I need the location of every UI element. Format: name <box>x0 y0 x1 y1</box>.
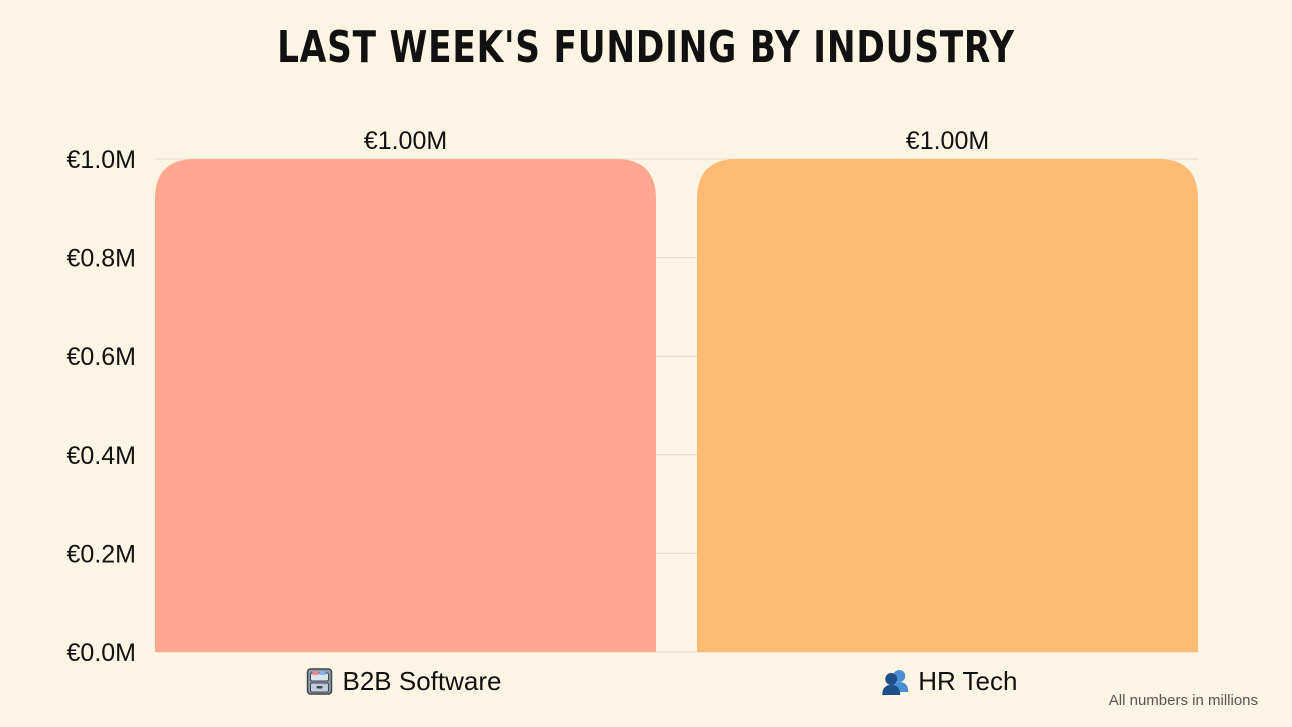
bar-b2b-software <box>155 159 656 652</box>
data-label: €1.00M <box>906 127 989 155</box>
y-tick-label: €0.4M <box>67 442 136 470</box>
y-tick-label: €0.8M <box>67 245 136 273</box>
data-labels: €1.00M €1.00M <box>364 127 989 155</box>
footnote: All numbers in millions <box>1108 692 1258 709</box>
x-axis-categories: B2B Software HR Tech <box>306 666 1017 696</box>
file-cabinet-icon <box>306 668 333 695</box>
category-label: HR Tech <box>918 666 1017 696</box>
y-tick-label: €0.0M <box>67 639 136 667</box>
y-axis-ticks: €0.0M €0.2M €0.4M €0.6M €0.8M €1.0M <box>67 146 136 667</box>
y-tick-label: €0.2M <box>67 540 136 568</box>
bar-hr-tech <box>697 159 1198 652</box>
category-label: B2B Software <box>343 666 502 696</box>
y-tick-label: €0.6M <box>67 343 136 371</box>
chart-title: LAST WEEK'S FUNDING BY INDUSTRY <box>277 22 1015 73</box>
y-tick-label: €1.0M <box>67 146 136 174</box>
people-icon <box>882 670 909 695</box>
data-label: €1.00M <box>364 127 447 155</box>
bars <box>155 159 1198 652</box>
